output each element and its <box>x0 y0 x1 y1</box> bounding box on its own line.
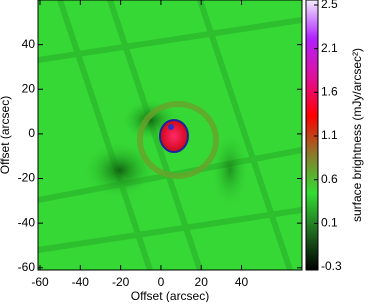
x-tick-label: 20 <box>195 275 209 289</box>
y-axis-label: Offset (arcsec) <box>0 96 12 174</box>
x-tick-label: -60 <box>31 275 49 289</box>
y-tick-label: 0 <box>28 126 35 140</box>
colorbar-tick-label: 0.6 <box>321 172 338 186</box>
image <box>38 0 302 270</box>
colorbar-tick-label: 2.5 <box>321 0 338 11</box>
colorbar-label: surface brightness (mJy/arcsec²) <box>350 48 364 222</box>
colorbar-tick-label: 0.1 <box>321 216 338 230</box>
y-tick-label: -60 <box>18 260 36 274</box>
colorbar-tick-label: 2.1 <box>321 41 338 55</box>
y-tick-label: -40 <box>18 215 36 229</box>
x-axis-label: Offset (arcsec) <box>131 289 209 302</box>
colorbar-tick-label: 1.1 <box>321 128 338 142</box>
x-tick-label: -20 <box>112 275 130 289</box>
y-tick-label: 40 <box>22 37 36 51</box>
y-tick-label: -20 <box>18 171 36 185</box>
colorbar-tick-label: 1.6 <box>321 85 338 99</box>
plot-frame <box>37 0 303 271</box>
colorbar-tick-label: -0.3 <box>321 259 342 273</box>
colorbar: -0.3 0.1 0.6 1.1 1.6 2.1 2.5 <box>305 0 342 273</box>
y-tick-label: 20 <box>22 81 36 95</box>
x-tick-label: 0 <box>158 275 165 289</box>
colorbar-scale <box>305 0 319 271</box>
x-tick-label: 40 <box>235 275 249 289</box>
x-tick-label: -40 <box>72 275 90 289</box>
